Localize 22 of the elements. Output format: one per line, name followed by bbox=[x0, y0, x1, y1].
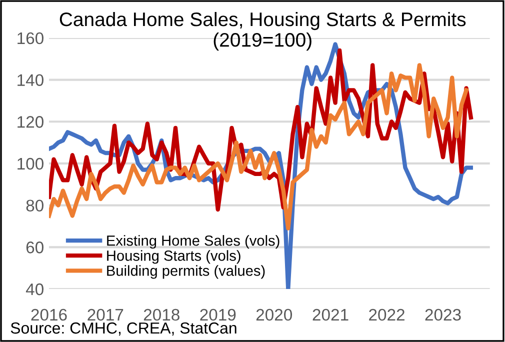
legend-label: Existing Home Sales (vols) bbox=[107, 235, 280, 249]
x-tick-label: 2023 bbox=[425, 308, 461, 321]
chart-subtitle: (2019=100) bbox=[214, 32, 312, 51]
x-tick-label: 2019 bbox=[200, 308, 236, 321]
y-tick-label: 60 bbox=[26, 242, 44, 254]
x-tick-label: 2017 bbox=[88, 308, 124, 321]
x-tick-label: 2021 bbox=[312, 308, 348, 321]
y-tick-label: 80 bbox=[26, 200, 44, 212]
y-tick-label: 140 bbox=[18, 74, 44, 86]
chart-title: Canada Home Sales, Housing Starts & Permits bbox=[60, 12, 466, 30]
y-tick-label: 160 bbox=[18, 32, 44, 44]
x-tick-label: 2018 bbox=[144, 308, 180, 321]
y-tick-label: 120 bbox=[18, 116, 44, 128]
x-tick-label: 2016 bbox=[31, 308, 67, 321]
source-note: Source: CMHC, CREA, StatCan bbox=[10, 322, 236, 336]
x-tick-label: 2022 bbox=[369, 308, 404, 321]
y-tick-label: 100 bbox=[18, 158, 44, 170]
line-series bbox=[48, 63, 468, 230]
y-tick-label: 40 bbox=[26, 283, 44, 296]
x-tick-label: 2020 bbox=[256, 308, 292, 321]
legend-label: Building permits (values) bbox=[107, 265, 265, 279]
legend-label: Housing Starts (vols) bbox=[107, 250, 240, 264]
